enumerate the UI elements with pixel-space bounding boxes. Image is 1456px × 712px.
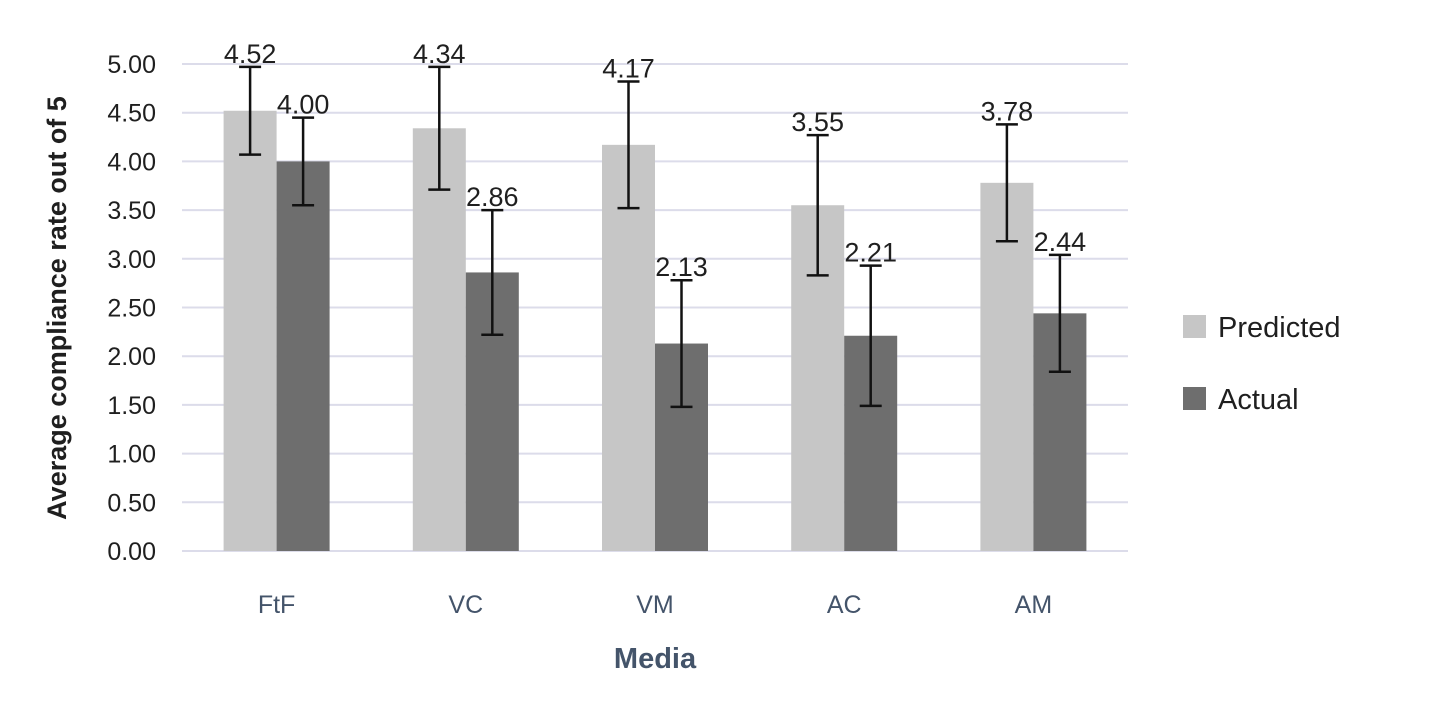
bar-predicted-am <box>980 182 1034 551</box>
bar-actual-ftf <box>276 161 330 551</box>
y-tick-label: 3.50 <box>107 197 156 225</box>
y-tick-label: 5.00 <box>107 51 156 79</box>
data-label: 4.00 <box>277 90 330 120</box>
y-axis-label: Average compliance rate out of 5 <box>42 96 72 520</box>
x-category-label: FtF <box>258 591 296 619</box>
data-label: 2.13 <box>655 252 708 282</box>
y-tick-label: 2.50 <box>107 295 156 323</box>
bar-predicted-vm <box>602 144 655 552</box>
data-label: 4.17 <box>602 54 655 84</box>
x-category-label: VC <box>448 591 483 619</box>
y-tick-labels: 0.00 0.50 1.00 1.50 2.00 2.50 3.00 3.50 4.00 4.50… <box>107 51 156 566</box>
legend: Predicted Actual <box>1183 312 1341 416</box>
x-category-label: VM <box>636 591 674 619</box>
data-label: 2.21 <box>844 238 897 268</box>
data-label: 3.55 <box>791 107 844 137</box>
legend-label-actual: Actual <box>1218 384 1299 416</box>
bars <box>223 110 1087 552</box>
y-tick-label: 2.00 <box>107 343 156 371</box>
legend-swatch-actual <box>1183 387 1206 410</box>
y-tick-label: 0.00 <box>107 538 156 566</box>
data-label: 2.86 <box>466 182 519 212</box>
data-label: 2.44 <box>1034 227 1087 257</box>
bar-predicted-ftf <box>223 110 277 551</box>
x-category-label: AM <box>1015 591 1053 619</box>
y-tick-label: 4.50 <box>107 100 156 128</box>
y-tick-label: 0.50 <box>107 489 156 517</box>
legend-swatch-predicted <box>1183 315 1206 338</box>
x-axis-label: Media <box>614 643 697 675</box>
data-label: 4.34 <box>413 39 466 69</box>
legend-label-predicted: Predicted <box>1218 312 1341 344</box>
x-category-label: AC <box>827 591 862 619</box>
data-label: 3.78 <box>981 96 1034 126</box>
x-category-labels: FtF VC VM AC AM <box>258 591 1052 619</box>
data-label: 4.52 <box>224 39 277 69</box>
error-bars <box>239 65 1071 409</box>
data-labels: 4.524.00 4.34 2.86 4.17 2.13 3.55 2.21 3.78 2.44 <box>224 39 1086 282</box>
y-tick-label: 1.00 <box>107 441 156 469</box>
y-tick-label: 4.00 <box>107 148 156 176</box>
bar-predicted-vc <box>412 128 466 551</box>
y-tick-label: 3.00 <box>107 246 156 274</box>
y-tick-label: 1.50 <box>107 392 156 420</box>
